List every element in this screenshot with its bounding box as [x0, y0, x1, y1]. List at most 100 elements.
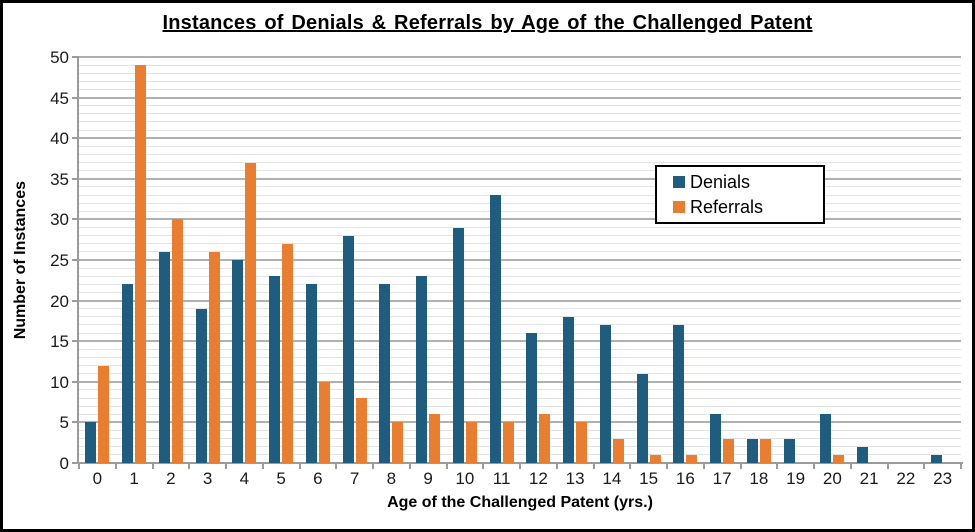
minor-gridline — [79, 170, 961, 172]
bar-denials-3 — [195, 308, 207, 463]
minor-gridline — [79, 348, 961, 350]
bar-denials-5 — [269, 276, 281, 463]
x-tick-label: 12 — [528, 469, 548, 488]
x-axis-tick — [482, 464, 485, 469]
minor-gridline — [79, 430, 961, 432]
minor-gridline — [79, 64, 961, 66]
x-axis-tick — [849, 464, 852, 469]
y-tick-label: 50 — [50, 48, 69, 67]
legend-label: Referrals — [690, 197, 764, 217]
bar-denials-0 — [85, 422, 97, 463]
y-axis-tick — [72, 299, 78, 302]
minor-gridline — [79, 88, 961, 90]
bar-referrals-9 — [429, 414, 441, 463]
bar-denials-12 — [526, 333, 538, 463]
bar-referrals-2 — [171, 219, 183, 463]
bar-referrals-17 — [723, 438, 735, 463]
minor-gridline — [79, 438, 961, 440]
y-tick-label: 25 — [50, 251, 69, 270]
y-tick-label: 15 — [50, 332, 69, 352]
minor-gridline — [79, 194, 961, 196]
x-axis-tick — [776, 464, 779, 469]
x-tick-label: 10 — [455, 469, 475, 488]
minor-gridline — [79, 389, 961, 391]
x-tick-label: 1 — [129, 469, 139, 488]
x-tick-label: 11 — [492, 469, 511, 488]
x-tick-label: 19 — [786, 469, 806, 488]
x-axis-tick — [923, 464, 926, 469]
x-tick-label: 6 — [313, 469, 323, 488]
x-tick-label: 13 — [565, 469, 585, 488]
x-tick-label: 4 — [239, 469, 250, 488]
y-tick-label: 40 — [50, 129, 69, 149]
minor-gridline — [79, 153, 961, 155]
bar-denials-21 — [857, 446, 869, 463]
bar-referrals-15 — [649, 454, 661, 463]
bar-referrals-13 — [576, 422, 588, 463]
x-axis-tick — [592, 464, 595, 469]
minor-gridline — [79, 235, 961, 237]
major-gridline — [79, 299, 961, 302]
bar-referrals-18 — [759, 438, 771, 463]
x-axis-tick — [702, 464, 705, 469]
y-tick-label: 0 — [59, 454, 69, 473]
y-tick-label: 30 — [50, 210, 69, 230]
legend-item-denials: Denials — [673, 173, 823, 191]
bar-denials-20 — [820, 414, 832, 463]
y-axis-tick — [72, 96, 78, 99]
x-axis-tick — [151, 464, 154, 469]
minor-gridline — [79, 365, 961, 367]
bar-denials-9 — [416, 276, 428, 463]
x-tick-label: 9 — [423, 469, 433, 488]
y-axis-tick — [72, 259, 78, 261]
x-tick-label: 16 — [675, 469, 695, 488]
y-tick-label: 45 — [50, 88, 69, 108]
x-axis-tick — [78, 464, 80, 469]
x-tick-label: 22 — [896, 469, 916, 488]
chart-title: Instances of Denials & Referrals by Age … — [162, 12, 813, 34]
bar-denials-16 — [673, 324, 685, 463]
bar-referrals-16 — [686, 454, 698, 463]
x-axis-tick — [960, 464, 962, 469]
y-axis-tick — [72, 380, 78, 383]
minor-gridline — [79, 267, 961, 269]
x-axis-tick — [225, 464, 227, 469]
minor-gridline — [79, 413, 961, 415]
minor-gridline — [79, 72, 961, 74]
minor-gridline — [79, 324, 961, 326]
y-axis-tick — [72, 462, 78, 464]
x-axis-tick — [519, 464, 521, 469]
y-axis-line — [77, 56, 79, 464]
x-tick-label: 0 — [92, 469, 103, 488]
bar-referrals-4 — [245, 162, 257, 463]
y-axis-tick — [72, 218, 78, 221]
x-tick-label: 14 — [602, 469, 622, 488]
major-gridline — [79, 421, 961, 424]
x-axis-tick — [261, 464, 264, 469]
minor-gridline — [79, 129, 961, 131]
x-axis-tick — [886, 464, 889, 469]
bar-denials-8 — [379, 284, 391, 463]
major-gridline — [79, 218, 961, 221]
bar-referrals-6 — [318, 381, 330, 463]
bar-referrals-7 — [355, 398, 367, 463]
y-axis-tick — [72, 137, 78, 140]
bar-referrals-0 — [98, 365, 110, 463]
major-gridline — [79, 137, 961, 140]
major-gridline — [79, 56, 961, 58]
major-gridline — [79, 177, 961, 180]
bar-referrals-1 — [135, 65, 147, 463]
minor-gridline — [79, 145, 961, 147]
minor-gridline — [79, 332, 961, 334]
bar-referrals-10 — [465, 422, 477, 463]
bar-denials-6 — [305, 284, 317, 463]
x-axis-title: Age of the Challenged Patent (yrs.) — [387, 494, 653, 511]
bar-denials-23 — [930, 454, 942, 463]
y-axis-tick — [72, 340, 78, 343]
x-tick-label: 18 — [749, 469, 769, 488]
minor-gridline — [79, 162, 961, 164]
major-gridline — [79, 340, 961, 343]
x-tick-label: 17 — [712, 469, 732, 488]
x-tick-label: 8 — [386, 469, 397, 488]
